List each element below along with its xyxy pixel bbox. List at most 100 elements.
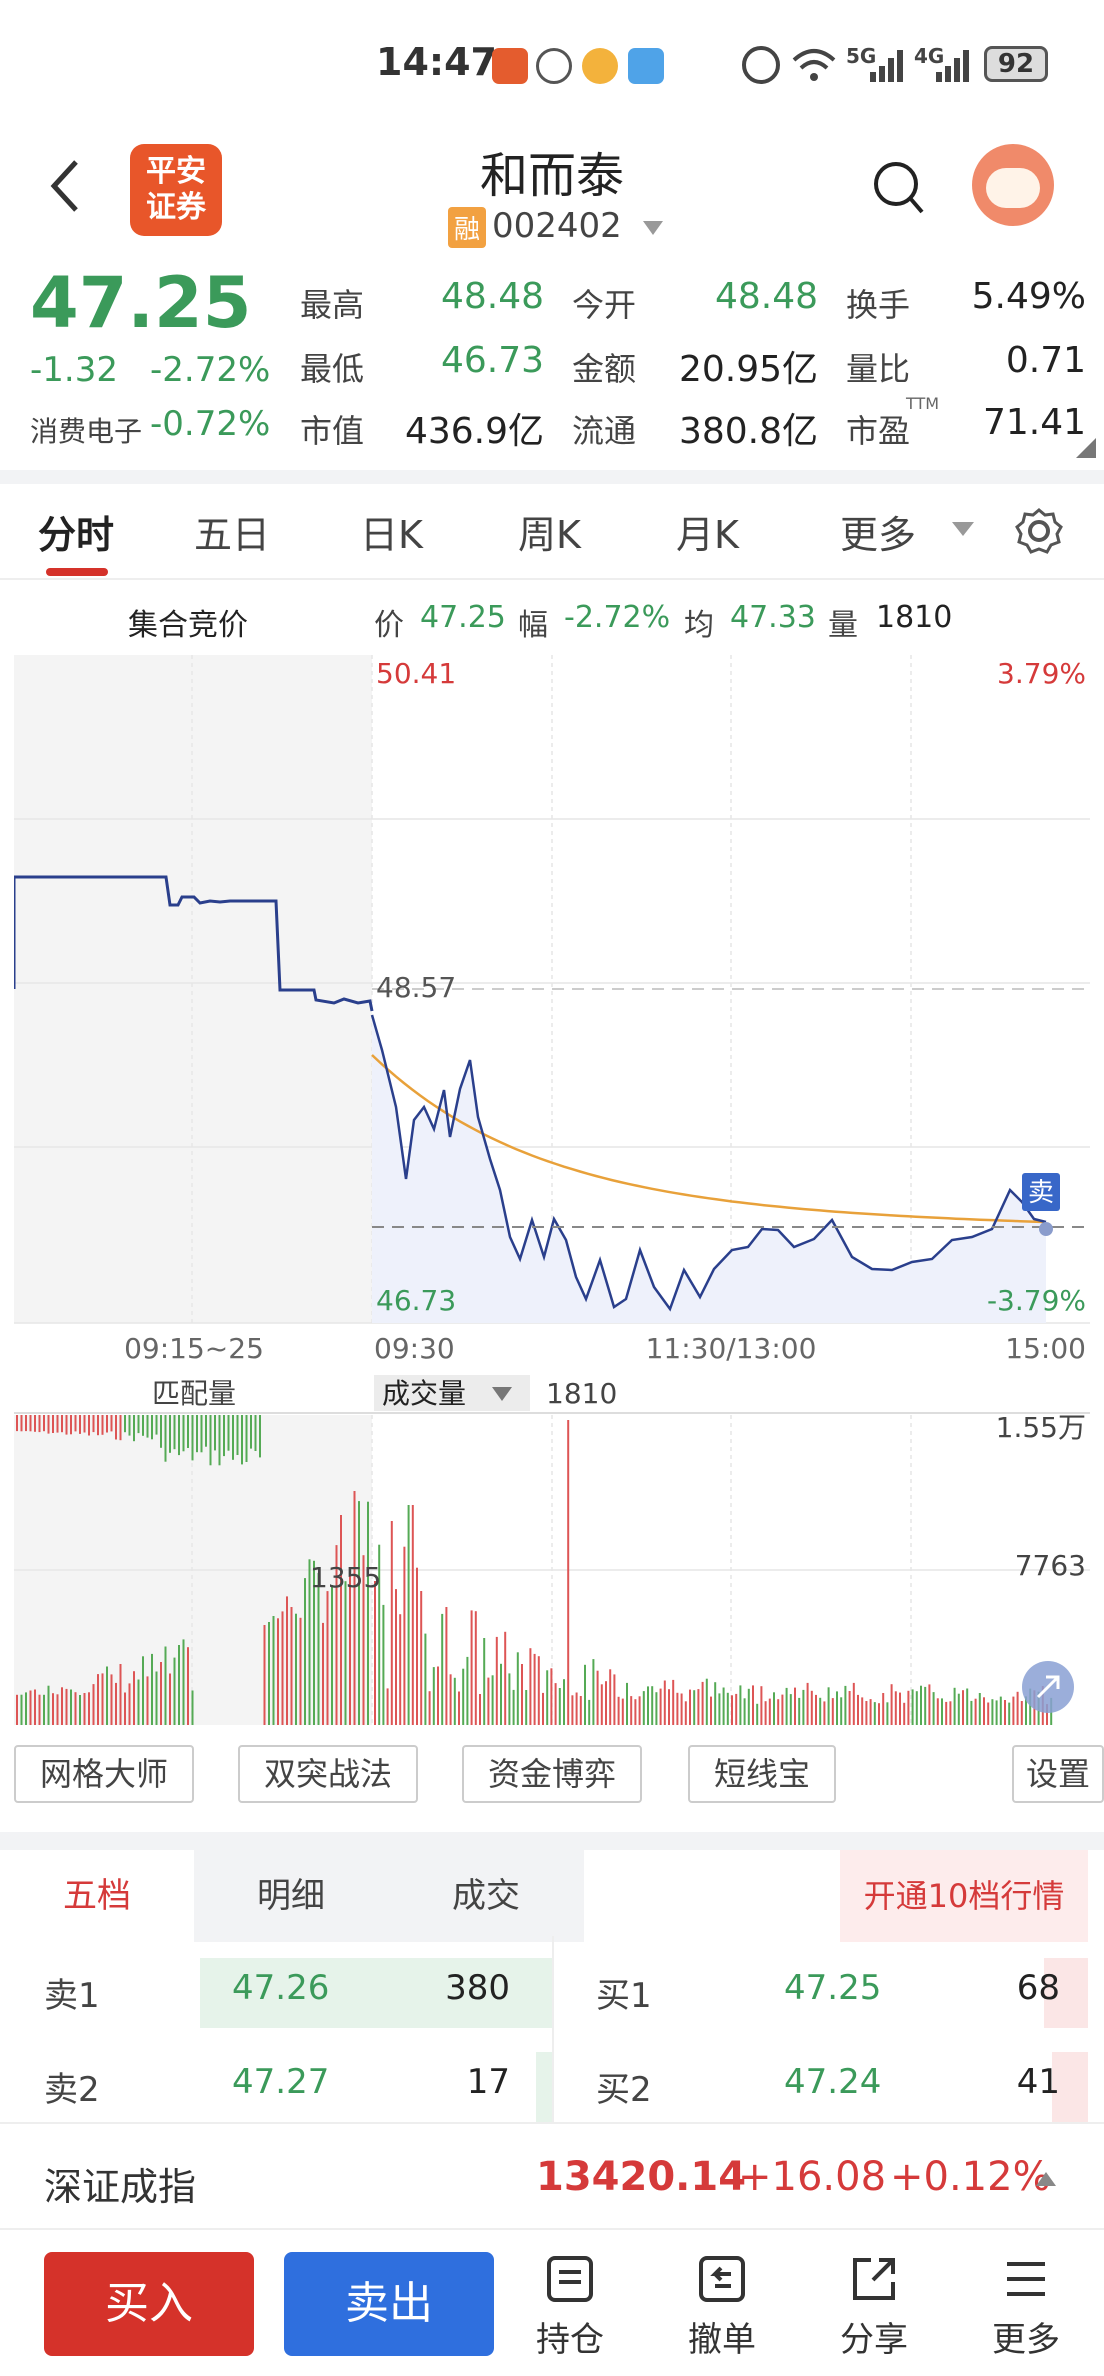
volume-bar [411, 1505, 414, 1725]
volume-bar [537, 1656, 540, 1725]
broker-logo[interactable]: 平安 证券 [130, 144, 222, 236]
volume-bar [768, 1698, 771, 1725]
chip-grid-master[interactable]: 网格大师 [14, 1745, 194, 1803]
volume-bar [634, 1699, 637, 1725]
quote-field-label: 流通 [572, 412, 637, 450]
volume-top-label: 1.55万 [996, 1411, 1086, 1444]
volume-bar [432, 1667, 435, 1725]
cancel-order-button[interactable]: 撤单 [662, 2252, 782, 2372]
volume-bar [236, 1415, 239, 1455]
volume-bar [382, 1604, 385, 1725]
stock-code-row[interactable]: 融 002402 [448, 206, 665, 248]
buy1-price[interactable]: 47.25 [784, 1968, 882, 2008]
sell2-label: 卖2 [44, 2070, 100, 2110]
chip-short-line[interactable]: 短线宝 [688, 1745, 836, 1803]
sell-button[interactable]: 卖出 [284, 2252, 494, 2356]
tab-intraday[interactable]: 分时 [38, 513, 115, 557]
sell-marker[interactable]: 卖 [1022, 1173, 1060, 1236]
sell1-volume: 380 [445, 1968, 510, 2008]
volume-bar [479, 1694, 481, 1725]
sector-name[interactable]: 消费电子 [30, 415, 143, 448]
volume-bar [232, 1415, 234, 1460]
volume-bar [941, 1698, 943, 1725]
auction-volume-label: 1355 [310, 1561, 381, 1594]
search-icon[interactable] [872, 160, 926, 220]
sell2-price[interactable]: 47.27 [232, 2062, 330, 2102]
orderbook-row: 卖2 47.27 17 买2 47.24 41 [0, 2040, 1104, 2130]
buy-button[interactable]: 买入 [44, 2252, 254, 2356]
volume-bars [16, 1415, 1053, 1725]
volume-bar [146, 1415, 149, 1438]
gear-icon[interactable] [1014, 506, 1064, 556]
volume-bar [575, 1692, 578, 1725]
tab-weekly-k[interactable]: 周K [518, 513, 581, 557]
volume-bar [588, 1699, 591, 1725]
volume-bar [182, 1639, 185, 1725]
volume-bar [1020, 1701, 1023, 1725]
volume-bar [773, 1692, 775, 1725]
volume-bar [43, 1694, 45, 1725]
weather-icon [582, 48, 618, 84]
section-divider [0, 1832, 1104, 1850]
volume-bar [160, 1415, 162, 1448]
sell1-price[interactable]: 47.26 [232, 1968, 330, 2008]
volume-bar [1008, 1702, 1011, 1725]
volume-bar [88, 1692, 90, 1725]
volume-bar [752, 1685, 754, 1725]
volume-bar [563, 1679, 565, 1725]
info-price-label: 价 [374, 608, 404, 643]
volume-bar [453, 1677, 456, 1725]
volume-bar [173, 1657, 176, 1725]
volume-bar [684, 1701, 687, 1725]
quote-field-value: 48.48 [714, 276, 818, 317]
volume-bar [697, 1689, 700, 1725]
chip-double-breakout[interactable]: 双突战法 [238, 1745, 418, 1803]
tab-more[interactable]: 更多 [840, 513, 917, 557]
volume-bar [831, 1698, 834, 1725]
index-ticker-bar[interactable]: 深证成指 13420.14 +16.08 +0.12% [0, 2122, 1104, 2230]
tab-detail[interactable]: 明细 [194, 1850, 388, 1942]
chip-settings[interactable]: 设置 [1012, 1745, 1104, 1803]
auction-price-line [14, 875, 374, 1012]
volume-bar [731, 1695, 733, 1725]
stock-code: 002402 [492, 206, 622, 246]
volume-bar [924, 1686, 927, 1725]
sector-change[interactable]: -0.72% [150, 404, 271, 444]
chip-capital-game[interactable]: 资金博弈 [462, 1745, 642, 1803]
tab-five-level[interactable]: 五档 [0, 1850, 194, 1942]
volume-bar [781, 1694, 784, 1725]
share-button[interactable]: 分享 [814, 2252, 934, 2372]
volume-bar [970, 1700, 973, 1725]
volume-bar [362, 1555, 365, 1725]
volume-bar [878, 1703, 880, 1725]
volume-bar [344, 1581, 347, 1725]
assistant-avatar-icon[interactable] [972, 144, 1054, 226]
open-10-level-button[interactable]: 开通10档行情 [840, 1850, 1088, 1942]
caret-up-icon [1036, 2172, 1056, 2186]
logo-text-line2: 证券 [146, 190, 206, 225]
volume-bar [911, 1689, 914, 1725]
holdings-button[interactable]: 持仓 [510, 2252, 630, 2372]
volume-bar [286, 1596, 288, 1725]
volume-bar [689, 1689, 691, 1725]
info-avg: 47.33 [730, 600, 816, 635]
volume-bar [500, 1663, 502, 1725]
volume-bar [693, 1690, 696, 1725]
volume-chart[interactable]: 匹配量 成交量 1810 1.55万 7763 1355 [14, 1375, 1090, 1730]
status-bar: 14:47 5G 4G 92 [0, 0, 1104, 130]
volume-bar [317, 1572, 320, 1725]
tab-five-day[interactable]: 五日 [194, 513, 271, 557]
volume-current: 1810 [546, 1377, 617, 1410]
volume-bar [29, 1415, 32, 1432]
chevron-left-icon[interactable] [44, 156, 84, 216]
more-button[interactable]: 更多 [966, 2252, 1086, 2372]
tab-trades[interactable]: 成交 [388, 1850, 584, 1942]
volume-bar [777, 1699, 780, 1725]
tab-monthly-k[interactable]: 月K [676, 513, 739, 557]
volume-bar [600, 1684, 603, 1725]
intraday-price-chart[interactable]: 卖 50.41 48.57 46.73 3.79% -3.79% 09:15~2… [14, 655, 1090, 1365]
expand-icon[interactable] [1022, 1661, 1074, 1713]
tab-daily-k[interactable]: 日K [360, 513, 423, 557]
sell2-volume: 17 [466, 2062, 510, 2102]
buy2-price[interactable]: 47.24 [784, 2062, 882, 2102]
